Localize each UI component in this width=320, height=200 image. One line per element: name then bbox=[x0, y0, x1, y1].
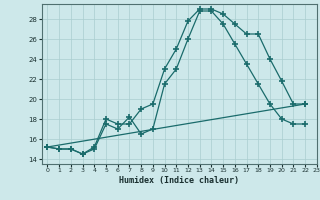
X-axis label: Humidex (Indice chaleur): Humidex (Indice chaleur) bbox=[119, 176, 239, 185]
